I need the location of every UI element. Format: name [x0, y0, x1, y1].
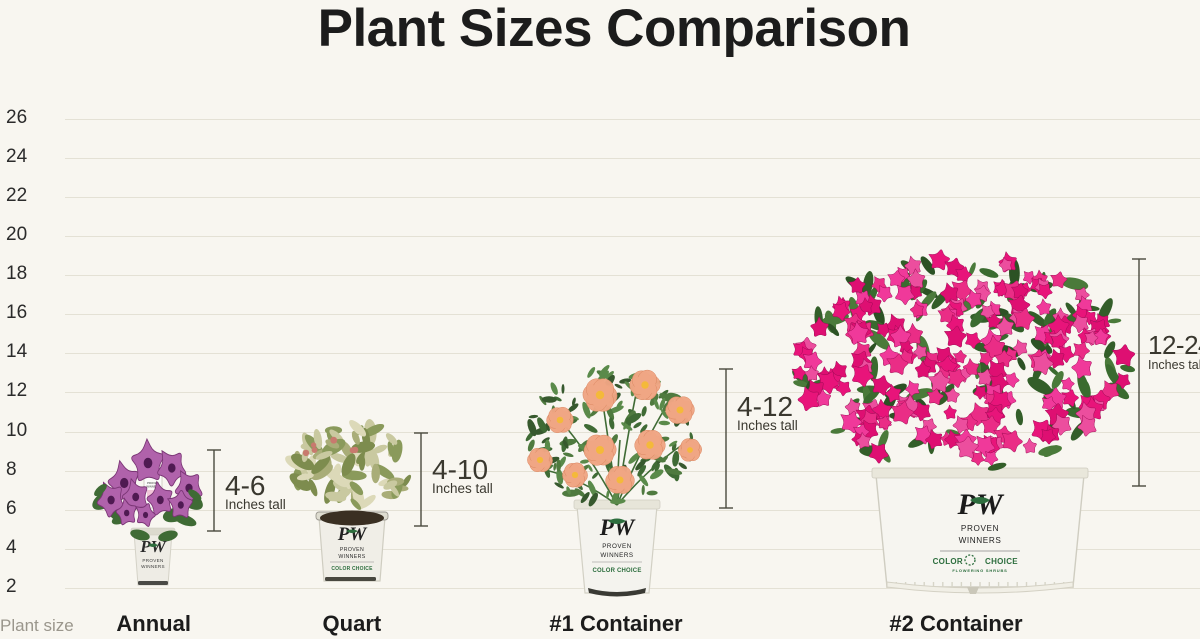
svg-text:PROVEN: PROVEN: [147, 481, 159, 485]
svg-text:WINNERS: WINNERS: [146, 485, 159, 489]
svg-text:COLOR: COLOR: [933, 557, 963, 566]
svg-text:WINNERS: WINNERS: [338, 554, 365, 560]
svg-text:COLOR CHOICE: COLOR CHOICE: [592, 568, 641, 574]
svg-text:WINNERS: WINNERS: [959, 536, 1002, 545]
svg-text:PROVEN: PROVEN: [961, 524, 999, 533]
svg-text:PW: PW: [337, 524, 368, 545]
svg-text:PW: PW: [957, 488, 1005, 521]
svg-text:FLOWERING SHRUBS: FLOWERING SHRUBS: [952, 568, 1007, 573]
svg-text:PROVEN: PROVEN: [142, 558, 163, 563]
svg-text:COLOR CHOICE: COLOR CHOICE: [331, 566, 373, 572]
svg-text:PW: PW: [139, 537, 167, 556]
svg-text:WINNERS: WINNERS: [141, 564, 165, 569]
svg-text:PW: PW: [599, 515, 636, 540]
svg-text:WINNERS: WINNERS: [600, 552, 633, 559]
svg-text:CHOICE: CHOICE: [985, 557, 1018, 566]
